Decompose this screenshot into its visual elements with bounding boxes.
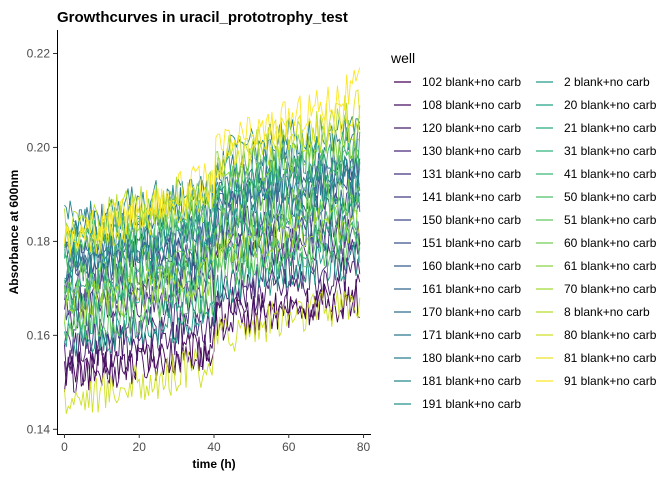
legend-label: 102 blank+no carb xyxy=(422,75,521,89)
legend-label: 81 blank+no carb xyxy=(564,351,657,365)
series-line xyxy=(64,119,360,254)
series-line xyxy=(64,67,361,253)
legend-label: 120 blank+no carb xyxy=(422,121,521,135)
series-line xyxy=(64,157,361,277)
legend-label: 191 blank+no carb xyxy=(422,397,521,411)
y-tick-label: 0.14 xyxy=(27,422,51,436)
legend-label: 21 blank+no carb xyxy=(564,121,657,135)
series-line xyxy=(64,279,360,393)
legend-label: 51 blank+no carb xyxy=(564,213,657,227)
legend-label: 171 blank+no carb xyxy=(422,328,521,342)
series-line xyxy=(64,203,361,324)
chart-title: Growthcurves in uracil_prototrophy_test xyxy=(57,9,348,26)
series-line xyxy=(64,274,361,393)
x-tick-label: 60 xyxy=(282,440,296,454)
legend-label: 80 blank+no carb xyxy=(564,328,657,342)
x-tick-label: 0 xyxy=(61,440,68,454)
legend-label: 41 blank+no carb xyxy=(564,167,657,181)
legend-label: 50 blank+no carb xyxy=(564,190,657,204)
y-axis-ticks: 0.14 0.16 0.18 0.20 0.22 xyxy=(27,46,57,436)
x-tick-label: 20 xyxy=(133,440,147,454)
legend-label: 31 blank+no carb xyxy=(564,144,657,158)
x-axis-ticks: 0 20 40 60 80 xyxy=(61,434,371,454)
legend-label: 181 blank+no carb xyxy=(422,374,521,388)
series-line xyxy=(64,89,361,256)
legend-label: 20 blank+no carb xyxy=(564,98,657,112)
series-line xyxy=(64,289,361,414)
legend-label: 161 blank+no carb xyxy=(422,282,521,296)
legend-label: 60 blank+no carb xyxy=(564,236,657,250)
legend-label: 180 blank+no carb xyxy=(422,351,521,365)
legend-title: well xyxy=(390,50,415,66)
series-line xyxy=(64,241,361,357)
series-lines xyxy=(64,67,361,414)
legend-label: 170 blank+no carb xyxy=(422,305,521,319)
y-tick-label: 0.20 xyxy=(27,140,51,154)
legend-label: 160 blank+no carb xyxy=(422,259,521,273)
legend-label: 130 blank+no carb xyxy=(422,144,521,158)
series-line xyxy=(64,178,361,305)
legend-label: 2 blank+no carb xyxy=(564,75,650,89)
legend-label: 141 blank+no carb xyxy=(422,190,521,204)
legend-label: 151 blank+no carb xyxy=(422,236,521,250)
x-axis-title: time (h) xyxy=(192,457,235,471)
legend-label: 70 blank+no carb xyxy=(564,282,657,296)
y-tick-label: 0.22 xyxy=(27,46,51,60)
y-axis-title: Absorbance at 600nm xyxy=(7,170,21,295)
x-tick-label: 40 xyxy=(207,440,221,454)
legend-label: 150 blank+no carb xyxy=(422,213,521,227)
series-line xyxy=(64,223,361,340)
series-line xyxy=(64,193,361,314)
legend-label: 91 blank+no carb xyxy=(564,374,657,388)
legend-label: 61 blank+no carb xyxy=(564,259,657,273)
series-line xyxy=(64,102,361,242)
y-tick-label: 0.18 xyxy=(27,234,51,248)
legend: 102 blank+no carb 108 blank+no carb 120 bl… xyxy=(394,75,657,411)
x-tick-label: 80 xyxy=(357,440,371,454)
y-tick-label: 0.16 xyxy=(27,328,51,342)
legend-label: 131 blank+no carb xyxy=(422,167,521,181)
legend-label: 8 blank+no carb xyxy=(564,305,650,319)
legend-label: 108 blank+no carb xyxy=(422,98,521,112)
